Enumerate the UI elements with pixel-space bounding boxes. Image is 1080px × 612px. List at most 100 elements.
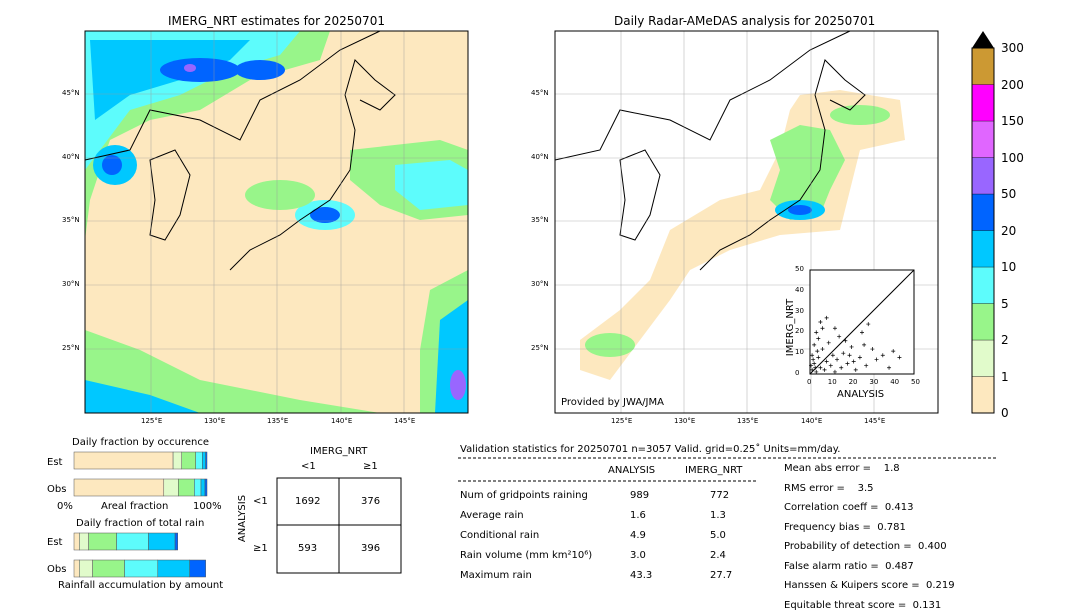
scatter-ytick: 20	[795, 327, 804, 336]
scatter-point	[824, 315, 829, 320]
ct-cell: 376	[361, 496, 381, 507]
ct-col-title: IMERG_NRT	[310, 446, 368, 457]
stat-imerg: 1.3	[710, 510, 726, 521]
credit: Provided by JWA/JMA	[561, 397, 664, 408]
stat-label: Conditional rain	[460, 530, 540, 541]
score-line: RMS error = 3.5	[784, 482, 874, 494]
scatter-point	[853, 367, 858, 372]
fraction-bars	[73, 451, 208, 578]
colorbar-label: 200	[1001, 77, 1024, 92]
fraction-segment	[116, 532, 149, 551]
colorbar-segment	[971, 193, 995, 231]
lat-tick: 25°N	[62, 344, 80, 352]
scatter-points	[809, 315, 902, 374]
colorbar-segment	[971, 157, 995, 195]
stat-label: Maximum rain	[460, 570, 532, 581]
stats-header: Validation statistics for 20250701 n=305…	[460, 444, 841, 455]
score-line: Hanssen & Kuipers score = 0.219	[784, 580, 955, 591]
ct-col-ge: ≥1	[363, 461, 378, 472]
scatter-point	[812, 342, 817, 347]
scatter-point	[818, 365, 823, 370]
left-map-title: IMERG_NRT estimates for 20250701	[168, 14, 385, 28]
scatter-xtick: 50	[911, 378, 920, 386]
fraction-segment	[204, 478, 208, 497]
fraction-segment	[163, 478, 179, 497]
scatter-point	[814, 369, 819, 374]
lon-tick: 125°E	[611, 417, 633, 425]
lat-tick: 45°N	[62, 89, 80, 97]
lon-tick: 145°E	[864, 417, 886, 425]
stat-imerg: 5.0	[710, 530, 726, 541]
ct-cell: 1692	[295, 496, 321, 507]
lat-tick: 25°N	[531, 344, 549, 352]
scatter-point	[870, 347, 875, 352]
stats-col-imerg: IMERG_NRT	[685, 465, 743, 476]
lat-tick: 35°N	[531, 216, 549, 224]
scatter-ytick: 40	[795, 285, 804, 294]
fraction-segment	[148, 532, 176, 551]
scatter-point	[891, 349, 896, 354]
scatter-point	[841, 351, 846, 356]
lon-tick: 145°E	[394, 417, 416, 425]
scatter-point	[832, 369, 837, 374]
scatter-point	[830, 353, 835, 358]
scatter-point	[828, 363, 833, 368]
ct-col-lt: <1	[301, 461, 316, 472]
stat-label: Rain volume (mm km²10⁶)	[460, 550, 593, 561]
scatter-ytick: 10	[795, 348, 804, 357]
scatter-point	[810, 353, 815, 358]
scatter-point	[864, 363, 869, 368]
scatter-ytick: 30	[795, 306, 804, 315]
fraction-segment	[88, 532, 117, 551]
fraction-segment	[174, 532, 178, 551]
fraction-segment	[202, 451, 206, 470]
scatter-point	[847, 353, 852, 358]
scatter-point	[820, 326, 825, 331]
scatter-point	[839, 365, 844, 370]
scatter-point	[811, 357, 816, 362]
occ-est-label: Est	[47, 457, 63, 468]
scatter-point	[843, 338, 848, 343]
total-rain-title: Daily fraction of total rain	[76, 518, 205, 529]
colorbar-label: 2	[1001, 333, 1009, 347]
scatter-point	[866, 322, 871, 327]
contingency-table	[276, 477, 402, 574]
scatter-point	[816, 336, 821, 341]
scatter-point	[860, 330, 864, 335]
fraction-segment	[79, 559, 93, 578]
lon-tick: 135°E	[737, 417, 759, 425]
lat-tick: 30°N	[531, 280, 549, 288]
fraction-segment	[172, 451, 182, 470]
scatter-xtick: 20	[848, 378, 858, 386]
fraction-segment	[205, 451, 208, 470]
lat-tick: 45°N	[531, 89, 549, 97]
lon-tick: 130°E	[674, 417, 696, 425]
colorbar-extend-arrow	[972, 31, 994, 48]
fraction-segment	[92, 559, 125, 578]
fraction-segment	[73, 478, 165, 497]
scatter-point	[810, 367, 815, 372]
colorbar-label: 10	[1001, 260, 1017, 274]
colorbar-segment	[971, 230, 995, 268]
rain-xlabel: Rainfall accumulation by amount	[58, 580, 224, 591]
scatter-point	[835, 357, 840, 362]
colorbar-label: 50	[1001, 187, 1017, 201]
rain-obs-label: Obs	[47, 564, 67, 575]
scatter-point	[862, 342, 867, 347]
colorbar-label: 150	[1001, 114, 1024, 128]
ct-row-ge: ≥1	[253, 543, 268, 554]
lat-tick: 40°N	[62, 153, 80, 161]
scatter-point	[832, 326, 837, 331]
scatter-ylabel: IMERG_NRT	[785, 298, 797, 357]
stat-imerg: 772	[710, 490, 730, 501]
score-line: Probability of detection = 0.400	[784, 541, 947, 552]
scatter-point	[857, 355, 862, 360]
colorbar-label: 5	[1001, 296, 1009, 311]
colorbar-label: 0	[1001, 406, 1009, 420]
ct-row-lt: <1	[253, 496, 268, 507]
stats-col-analysis: ANALYSIS	[608, 465, 656, 476]
fraction-segment	[194, 478, 202, 497]
lat-tick: 35°N	[62, 216, 80, 224]
lat-tick: 30°N	[62, 280, 80, 288]
